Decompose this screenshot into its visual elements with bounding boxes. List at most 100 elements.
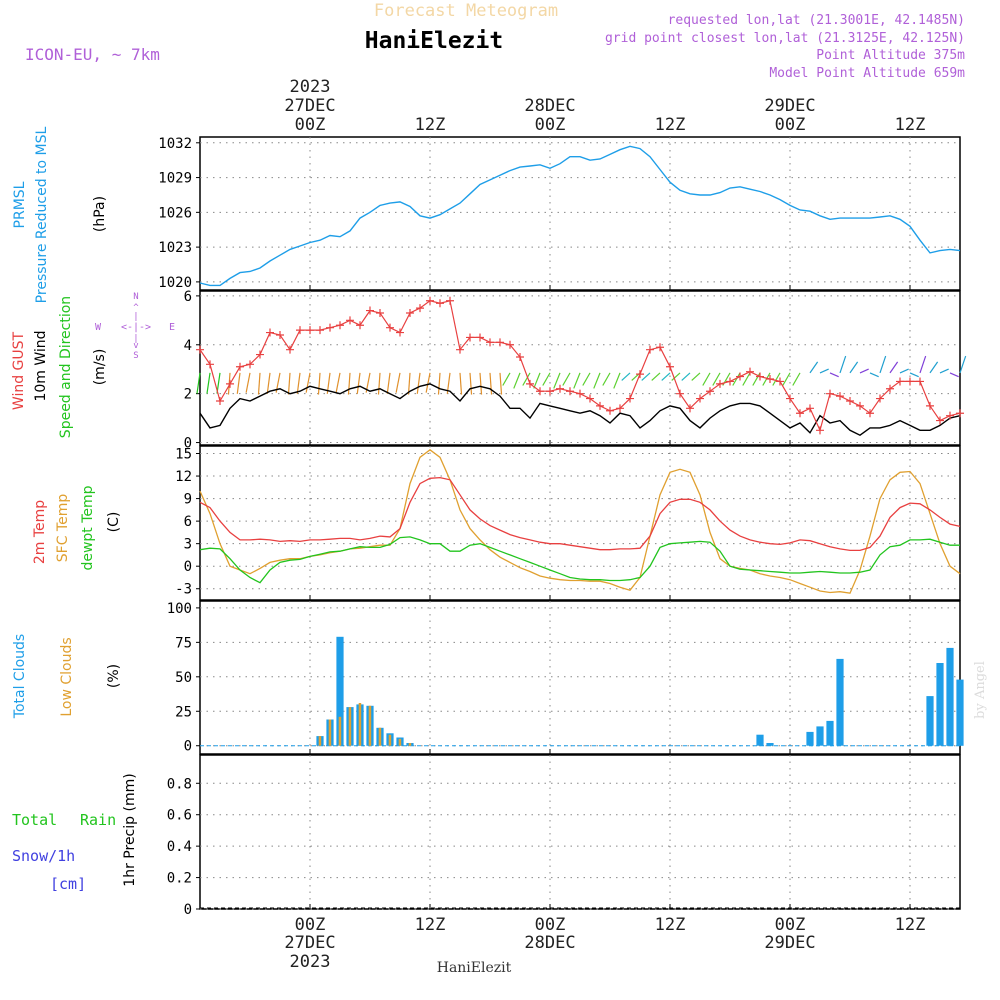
low-cloud-bar [408, 743, 412, 746]
gust-marker [836, 392, 844, 401]
gust-marker [786, 394, 794, 403]
gust-marker [706, 387, 714, 396]
requested-coordinates: requested lon,lat (21.3001E, 42.1485N) [668, 13, 965, 28]
gust-marker [486, 338, 494, 347]
gust-marker [716, 379, 724, 388]
gust-marker [746, 367, 754, 376]
y-tick-label: 12 [175, 469, 192, 485]
wind-labels: Wind GUST 10m Wind Speed and Direction (… [11, 296, 108, 438]
snow-label: Snow/1h [12, 847, 75, 865]
wind-panel: 0 2 4 6 [184, 289, 967, 452]
gust-marker [916, 377, 924, 386]
total-cloud-bar [956, 679, 964, 746]
bottom-date-label: 27DEC [284, 933, 335, 953]
gust-marker [356, 321, 364, 330]
gust-marker [886, 384, 894, 393]
gust-marker [646, 345, 654, 354]
total-clouds-label: Total Clouds [12, 634, 28, 719]
station-title: HaniElezit [365, 28, 503, 54]
gust-marker [496, 338, 504, 347]
low-cloud-bar [358, 703, 362, 746]
pressure-panel: 1020 1023 1026 1029 1032 [158, 136, 961, 291]
compass-south: S [133, 351, 138, 361]
gust-marker [596, 401, 604, 410]
temp-unit: (C) [106, 512, 122, 533]
compass-east: E [169, 322, 175, 333]
wind-direction-arrow [819, 368, 829, 374]
y-tick-label: -3 [175, 582, 192, 598]
total-cloud-bar [336, 636, 344, 746]
gust-marker [856, 401, 864, 410]
wind-direction-arrow [681, 372, 691, 381]
low-cloud-bar [368, 705, 372, 746]
wind-direction-arrow [909, 372, 919, 378]
low-cloud-bar [348, 707, 352, 746]
wind-direction-arrow [562, 372, 571, 386]
panel-frame [199, 445, 961, 601]
gust-marker [326, 323, 334, 332]
total-cloud-bar [836, 658, 844, 746]
gust-marker [796, 409, 804, 418]
low-cloud-bar [338, 716, 342, 746]
top-year-label: 2023 [290, 77, 331, 97]
model-point-altitude: Model Point Altitude 659m [769, 66, 965, 81]
top-hour-label: 12Z [655, 115, 686, 135]
low-clouds-label: Low Clouds [59, 637, 75, 716]
cloud-labels: Total Clouds Low Clouds (%) [12, 634, 122, 719]
gust-marker [946, 411, 954, 420]
compass-arrow-up2: | [133, 312, 138, 322]
y-tick-label: 50 [175, 670, 192, 686]
gust-marker [426, 296, 434, 305]
wind-direction-arrow [621, 372, 631, 381]
y-tick-label: 2 [184, 387, 192, 403]
low-cloud-bar [388, 734, 392, 746]
wind-direction-arrow [347, 372, 351, 395]
wind-direction-arrow [257, 372, 261, 395]
gust-marker [506, 340, 514, 349]
wind-direction-arrow [671, 372, 681, 381]
gust-marker [906, 377, 914, 386]
compass-arrow-down2: | [133, 334, 138, 344]
wind-direction-arrow [437, 372, 441, 395]
compass-arrow-down: v [133, 341, 138, 351]
prmsl-line [199, 145, 961, 287]
gust-marker [536, 387, 544, 396]
wind-direction-arrow [772, 372, 781, 386]
gust-marker [266, 328, 274, 337]
wind-direction-arrow [395, 372, 401, 393]
footer-station: HaniElezit [437, 960, 512, 976]
wind-direction-arrow [641, 372, 651, 381]
compass-north: N [133, 292, 138, 302]
top-hour-label: 00Z [535, 115, 566, 135]
wind-direction-arrow [582, 372, 591, 386]
y-tick-label: 75 [175, 635, 192, 651]
wind-label: 10m Wind [33, 330, 49, 401]
total-cloud-bar [826, 720, 834, 746]
wind-direction-arrow [386, 372, 391, 394]
wind-speed-line [199, 383, 961, 437]
cloud-unit: (%) [106, 664, 122, 688]
wind-direction-arrow [499, 372, 503, 395]
panel-frame [199, 600, 961, 755]
wind-direction-arrow [459, 372, 463, 395]
pressure-unit: (hPa) [92, 196, 108, 232]
wind-direction-arrow [879, 355, 887, 374]
pressure-labels: PRMSL Pressure Reduced to MSL (hPa) [12, 126, 108, 303]
gust-marker [276, 331, 284, 339]
wind-gust-line [199, 300, 961, 433]
bottom-year-label: 2023 [290, 952, 331, 972]
gust-marker [936, 416, 944, 425]
gust-marker [436, 299, 444, 308]
temperature-panel: -3 0 3 6 9 12 15 [175, 445, 961, 601]
panel-frame [199, 754, 961, 910]
y-tick-label: 15 [175, 447, 192, 463]
gust-marker [216, 397, 224, 405]
gust-marker [576, 389, 584, 398]
wind-direction-arrow [469, 372, 473, 395]
top-date-label: 28DEC [524, 96, 575, 116]
wind-direction-arrow [479, 372, 483, 395]
y-tick-label: 0 [184, 559, 192, 575]
gust-marker [766, 375, 774, 383]
wind-direction-arrow [416, 372, 421, 394]
